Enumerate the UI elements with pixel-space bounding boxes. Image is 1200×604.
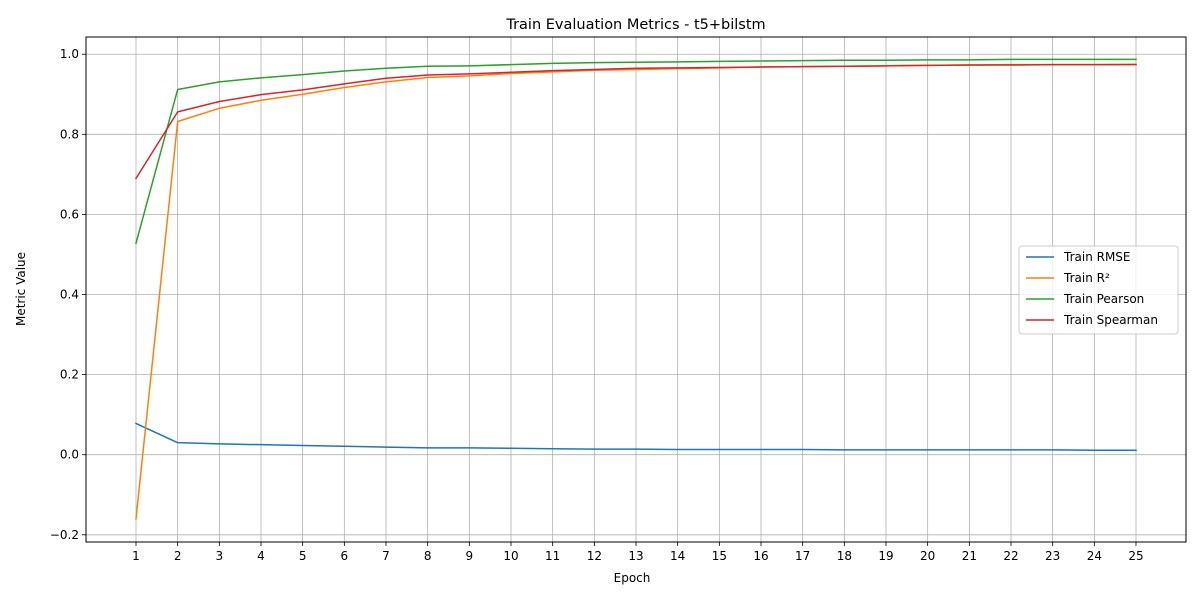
y-axis-title: Metric Value <box>14 252 28 326</box>
x-tick-label: 12 <box>587 549 602 563</box>
x-tick-label: 20 <box>920 549 935 563</box>
y-tick-label: 0.8 <box>60 127 79 141</box>
x-tick-label: 7 <box>382 549 390 563</box>
x-tick-label: 14 <box>670 549 685 563</box>
y-tick-label: 0.2 <box>60 368 79 382</box>
x-tick-label: 11 <box>545 549 560 563</box>
x-tick-label: 9 <box>466 549 474 563</box>
chart-title: Train Evaluation Metrics - t5+bilstm <box>505 17 765 33</box>
x-tick-label: 8 <box>424 549 432 563</box>
x-tick-label: 16 <box>753 549 768 563</box>
x-tick-label: 3 <box>216 549 224 563</box>
x-tick-label: 23 <box>1045 549 1060 563</box>
y-tick-label: 0.4 <box>60 288 79 302</box>
x-tick-label: 6 <box>341 549 349 563</box>
y-tick-label: 0.0 <box>60 448 79 462</box>
series-line-train-rmse <box>135 422 1137 452</box>
y-tick-label: 0.6 <box>60 207 79 221</box>
y-tick-label: 1.0 <box>60 47 79 61</box>
legend-label-train-pearson: Train Pearson <box>1063 292 1144 306</box>
x-tick-label: 25 <box>1128 549 1143 563</box>
grid-lines <box>86 37 1186 542</box>
x-tick-label: 2 <box>174 549 182 563</box>
legend-label-train-rmse: Train RMSE <box>1063 250 1131 264</box>
x-tick-label: 4 <box>257 549 265 563</box>
x-tick-label: 24 <box>1087 549 1102 563</box>
x-tick-label: 1 <box>132 549 140 563</box>
x-tick-label: 17 <box>795 549 810 563</box>
x-tick-label: 5 <box>299 549 307 563</box>
series-lines <box>134 58 1137 520</box>
series-line-train-spearman <box>134 63 1137 180</box>
legend-label-train-spearman: Train Spearman <box>1063 313 1158 327</box>
legend-label-train-r: Train R² <box>1063 271 1110 285</box>
legend: Train RMSE Train R² Train Pearson Train Spe… <box>1018 245 1179 335</box>
x-tick-label: 15 <box>712 549 727 563</box>
x-tick-label: 19 <box>878 549 893 563</box>
x-tick-label: 22 <box>1003 549 1018 563</box>
x-axis-title: Epoch <box>614 571 651 585</box>
axis-ticks: 1 2 3 4 5 6 7 8 9 10 11 12 13 14 15 16 17 18 19 20 21 22 23 24 2… <box>50 47 1144 563</box>
legend-box <box>1018 245 1179 335</box>
x-tick-label: 18 <box>837 549 852 563</box>
y-tick-label: −0.2 <box>50 528 79 542</box>
x-tick-label: 13 <box>628 549 643 563</box>
series-line-train-pearson <box>135 58 1137 245</box>
x-tick-label: 21 <box>962 549 977 563</box>
x-tick-label: 10 <box>503 549 518 563</box>
